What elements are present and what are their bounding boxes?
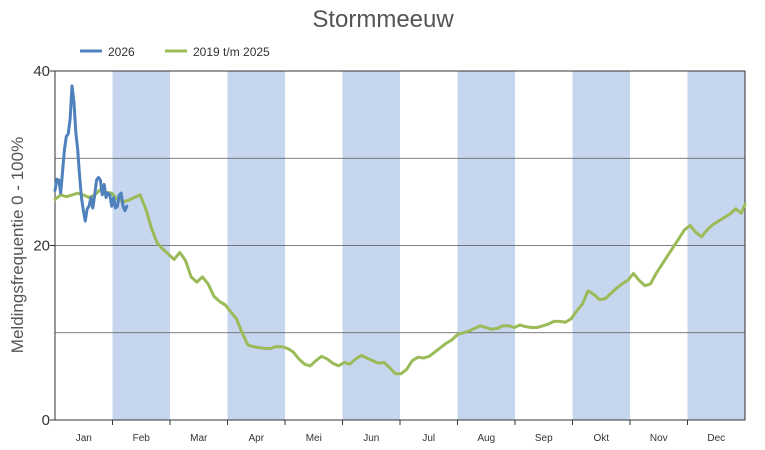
y-tick-label-0: 0: [42, 412, 50, 429]
x-tick-label-dec: Dec: [707, 433, 725, 444]
x-tick-label-jul: Jul: [422, 433, 435, 444]
gridlines: [55, 157, 745, 334]
y-tick-label-20: 20: [33, 238, 50, 255]
x-tick-label-okt: Okt: [593, 433, 609, 444]
x-axis: Jan Feb Mar Apr Mei Jun Jul Aug Sep Okt Nov Dec: [76, 420, 725, 444]
x-tick-label-mei: Mei: [306, 433, 322, 444]
x-tick-label-mar: Mar: [190, 433, 208, 444]
chart-title: Stormmeeuw: [312, 6, 454, 33]
series-line-2026: [53, 84, 129, 223]
y-axis-label: Meldingsfrequentie 0 - 100%: [8, 137, 27, 353]
legend: 2026 2019 t/m 2025: [80, 45, 270, 59]
x-tick-label-apr: Apr: [248, 433, 264, 444]
series-line-2019-2025: [53, 188, 747, 376]
legend-label-2026: 2026: [108, 45, 135, 59]
x-tick-label-jan: Jan: [76, 433, 92, 444]
legend-label-2019-2025: 2019 t/m 2025: [193, 45, 270, 59]
y-axis: 0 20 40: [33, 63, 55, 429]
y-tick-label-40: 40: [33, 63, 50, 80]
x-tick-label-aug: Aug: [477, 433, 495, 444]
x-tick-label-jun: Jun: [363, 433, 379, 444]
x-tick-label-feb: Feb: [133, 433, 151, 444]
series-lines: [53, 84, 747, 376]
x-tick-label-sep: Sep: [535, 433, 553, 444]
x-tick-label-nov: Nov: [650, 433, 668, 444]
